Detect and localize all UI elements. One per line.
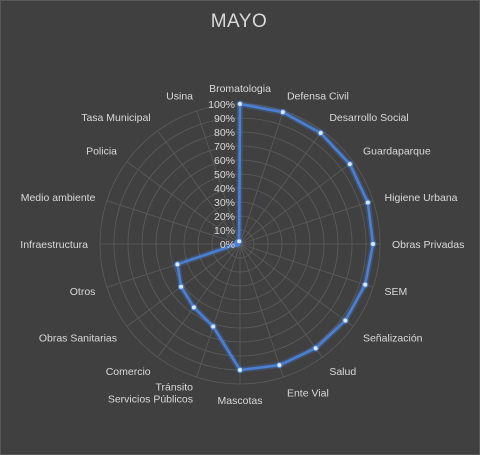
series-glow: [177, 104, 373, 370]
tick-label: 70%: [214, 141, 235, 153]
tick-label: 90%: [214, 113, 235, 125]
category-label: Ente Vial: [287, 388, 329, 400]
category-label: Infraestructura: [20, 239, 88, 251]
series-line: [177, 104, 373, 370]
category-label: Tasa Municipal: [81, 112, 150, 124]
data-point: [191, 305, 196, 310]
data-point: [313, 346, 318, 351]
data-point: [365, 200, 370, 205]
category-label: Bromatologia: [209, 83, 271, 95]
category-label: Defensa Civil: [287, 90, 349, 102]
tick-label: 50%: [214, 169, 235, 181]
data-point: [280, 110, 285, 115]
data-point: [237, 367, 242, 372]
data-point: [343, 318, 348, 323]
data-point: [318, 130, 323, 135]
data-point: [237, 239, 242, 244]
tick-label: 30%: [214, 197, 235, 209]
category-label: Guardaparque: [363, 146, 431, 158]
category-label: Desarrollo Social: [329, 112, 408, 124]
category-label: Medio ambiente: [21, 192, 96, 204]
tick-label: 60%: [214, 155, 235, 167]
data-point: [277, 363, 282, 368]
data-point: [363, 282, 368, 287]
data-point: [347, 162, 352, 167]
tick-label: 100%: [208, 99, 235, 111]
category-label: SEM: [385, 286, 408, 298]
category-label: Usina: [166, 90, 193, 102]
grid-spoke: [240, 131, 322, 244]
grid-spoke: [240, 244, 322, 357]
tick-label: 20%: [214, 211, 235, 223]
data-point: [175, 262, 180, 267]
grid-spoke: [240, 244, 353, 326]
category-label: Comercio: [106, 366, 151, 378]
data-point: [370, 241, 375, 246]
category-label: Obras Sanitarias: [39, 332, 117, 344]
category-label: Mascotas: [218, 395, 263, 407]
data-point: [237, 101, 242, 106]
tick-label: 80%: [214, 127, 235, 139]
category-label: Higiene Urbana: [385, 192, 458, 204]
tick-label: 0%: [220, 239, 235, 251]
category-label: Policia: [86, 146, 117, 158]
data-point: [179, 284, 184, 289]
category-label: Obras Privadas: [392, 239, 464, 251]
category-label: Salud: [329, 366, 356, 378]
radar-series: [175, 101, 376, 372]
grid-spoke: [158, 244, 240, 357]
grid-spoke: [240, 162, 353, 244]
tick-label: 10%: [214, 225, 235, 237]
data-point: [211, 324, 216, 329]
category-label: Señalización: [363, 332, 423, 344]
category-label: Otros: [70, 286, 96, 298]
tick-label: 40%: [214, 183, 235, 195]
category-label: Tránsito Servicios Públicos: [108, 382, 193, 406]
